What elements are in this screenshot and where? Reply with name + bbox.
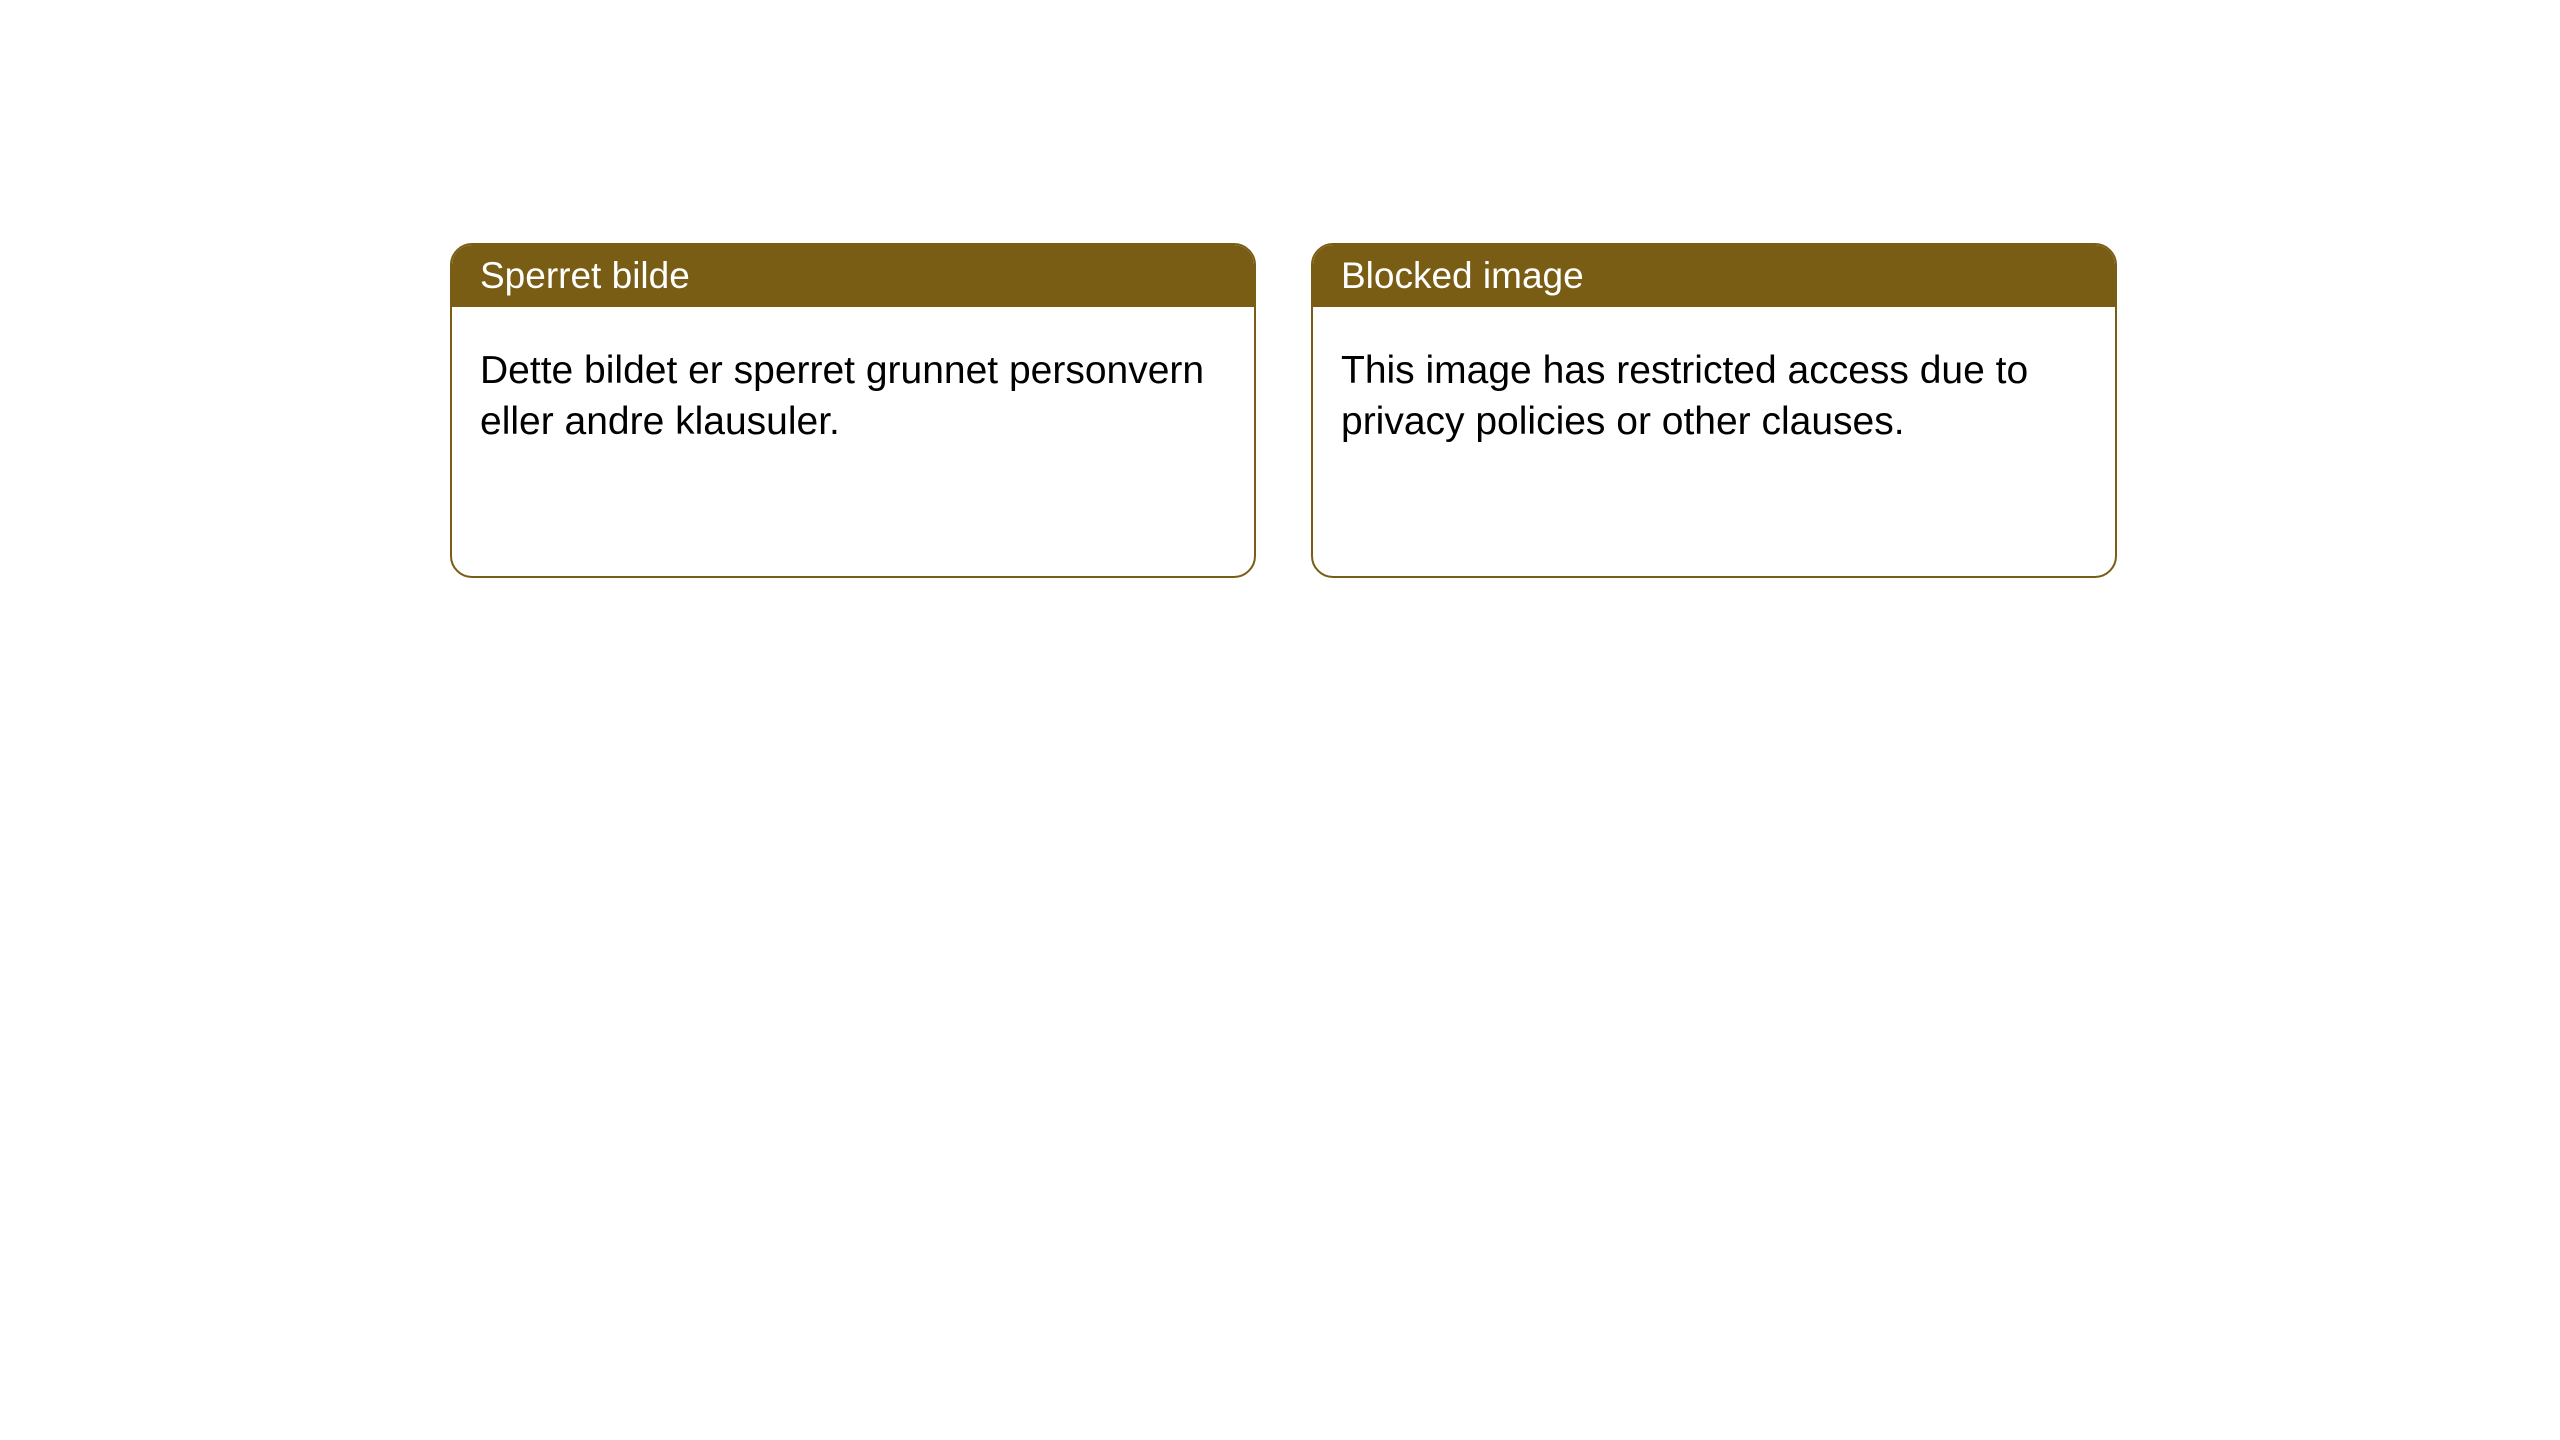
- notice-container: Sperret bilde Dette bildet er sperret gr…: [0, 0, 2560, 578]
- notice-body: This image has restricted access due to …: [1313, 307, 2115, 486]
- notice-card-english: Blocked image This image has restricted …: [1311, 243, 2117, 578]
- notice-title: Sperret bilde: [452, 245, 1254, 307]
- notice-body: Dette bildet er sperret grunnet personve…: [452, 307, 1254, 486]
- notice-title: Blocked image: [1313, 245, 2115, 307]
- notice-card-norwegian: Sperret bilde Dette bildet er sperret gr…: [450, 243, 1256, 578]
